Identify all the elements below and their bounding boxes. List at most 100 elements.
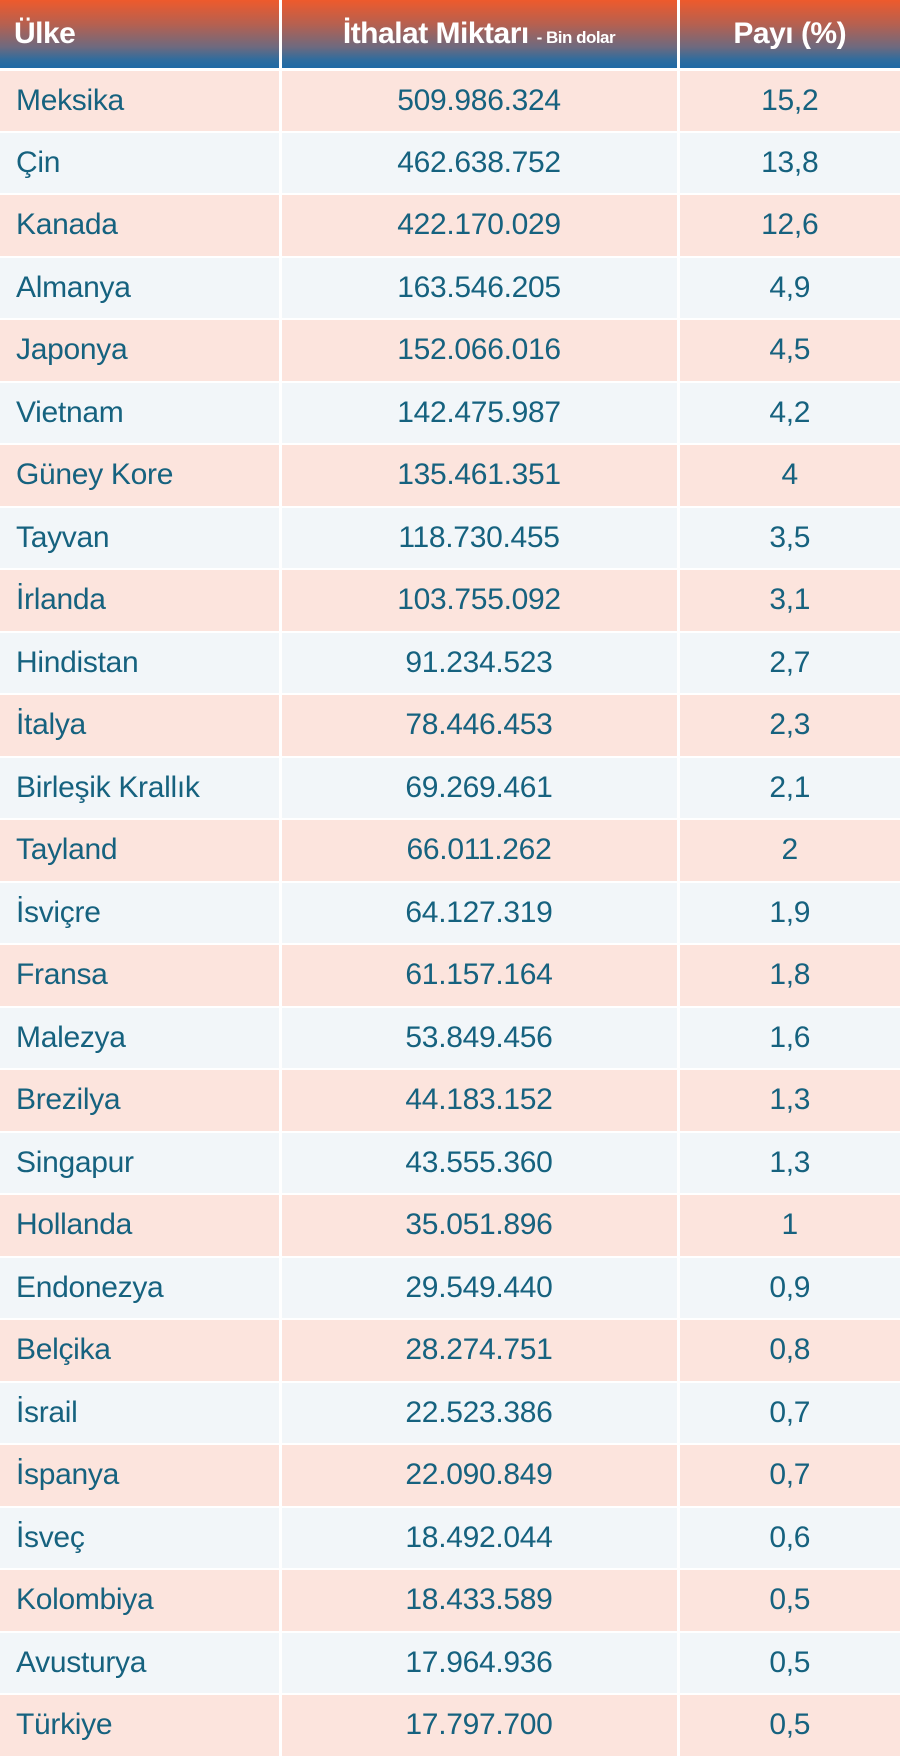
cell-amount: 17.797.700	[280, 1694, 680, 1758]
table-row: Hindistan 91.234.523 2,7	[0, 631, 900, 695]
cell-amount: 43.555.360	[280, 1131, 680, 1195]
table-row: Çin 462.638.752 13,8	[0, 131, 900, 195]
cell-share: 0,8	[678, 1319, 900, 1383]
table-row: Brezilya 44.183.152 1,3	[0, 1069, 900, 1133]
cell-country: Tayvan	[0, 506, 282, 570]
table-row: Güney Kore 135.461.351 4	[0, 444, 900, 508]
table-row: Tayland 66.011.262 2	[0, 819, 900, 883]
cell-amount: 152.066.016	[280, 319, 680, 383]
cell-country: Japonya	[0, 319, 282, 383]
cell-amount: 69.269.461	[280, 756, 680, 820]
table-row: Kanada 422.170.029 12,6	[0, 194, 900, 258]
table-row: Belçika 28.274.751 0,8	[0, 1319, 900, 1383]
cell-country: Brezilya	[0, 1069, 282, 1133]
cell-amount: 44.183.152	[280, 1069, 680, 1133]
header-share: Payı (%)	[678, 0, 900, 71]
cell-country: Avusturya	[0, 1631, 282, 1695]
table-row: Meksika 509.986.324 15,2	[0, 69, 900, 133]
cell-share: 2,7	[678, 631, 900, 695]
cell-share: 1,3	[678, 1131, 900, 1195]
header-amount-unit: - Bin dolar	[536, 27, 616, 47]
table-row: Avusturya 17.964.936 0,5	[0, 1631, 900, 1695]
cell-share: 3,1	[678, 569, 900, 633]
cell-amount: 142.475.987	[280, 381, 680, 445]
table-row: Hollanda 35.051.896 1	[0, 1194, 900, 1258]
cell-amount: 509.986.324	[280, 69, 680, 133]
cell-country: Kanada	[0, 194, 282, 258]
cell-amount: 53.849.456	[280, 1006, 680, 1070]
cell-amount: 18.492.044	[280, 1506, 680, 1570]
cell-amount: 103.755.092	[280, 569, 680, 633]
table-row: İsveç 18.492.044 0,6	[0, 1506, 900, 1570]
table-row: Birleşik Krallık 69.269.461 2,1	[0, 756, 900, 820]
table-row: Kolombiya 18.433.589 0,5	[0, 1569, 900, 1633]
cell-share: 4,2	[678, 381, 900, 445]
cell-country: Hollanda	[0, 1194, 282, 1258]
cell-share: 1,9	[678, 881, 900, 945]
cell-share: 1,8	[678, 944, 900, 1008]
table-row: Almanya 163.546.205 4,9	[0, 256, 900, 320]
cell-amount: 35.051.896	[280, 1194, 680, 1258]
table-row: İsviçre 64.127.319 1,9	[0, 881, 900, 945]
table-row: Vietnam 142.475.987 4,2	[0, 381, 900, 445]
cell-share: 13,8	[678, 131, 900, 195]
cell-country: Hindistan	[0, 631, 282, 695]
cell-amount: 22.090.849	[280, 1444, 680, 1508]
cell-country: İsveç	[0, 1506, 282, 1570]
cell-country: Kolombiya	[0, 1569, 282, 1633]
cell-amount: 66.011.262	[280, 819, 680, 883]
cell-country: Tayland	[0, 819, 282, 883]
table-row: Fransa 61.157.164 1,8	[0, 944, 900, 1008]
cell-share: 3,5	[678, 506, 900, 570]
cell-amount: 28.274.751	[280, 1319, 680, 1383]
table-row: Singapur 43.555.360 1,3	[0, 1131, 900, 1195]
cell-country: Vietnam	[0, 381, 282, 445]
table-row: İspanya 22.090.849 0,7	[0, 1444, 900, 1508]
cell-share: 0,5	[678, 1631, 900, 1695]
cell-country: İspanya	[0, 1444, 282, 1508]
cell-share: 4,5	[678, 319, 900, 383]
table-row: Türkiye 17.797.700 0,5	[0, 1694, 900, 1758]
cell-amount: 18.433.589	[280, 1569, 680, 1633]
cell-country: Meksika	[0, 69, 282, 133]
cell-country: Birleşik Krallık	[0, 756, 282, 820]
table-row: İtalya 78.446.453 2,3	[0, 694, 900, 758]
header-country: Ülke	[0, 0, 282, 71]
cell-country: Endonezya	[0, 1256, 282, 1320]
cell-share: 1,6	[678, 1006, 900, 1070]
cell-country: Çin	[0, 131, 282, 195]
cell-share: 0,5	[678, 1569, 900, 1633]
table-row: Malezya 53.849.456 1,6	[0, 1006, 900, 1070]
cell-country: İsrail	[0, 1381, 282, 1445]
cell-amount: 91.234.523	[280, 631, 680, 695]
cell-country: Türkiye	[0, 1694, 282, 1758]
cell-amount: 135.461.351	[280, 444, 680, 508]
cell-share: 2,3	[678, 694, 900, 758]
cell-share: 0,7	[678, 1381, 900, 1445]
cell-country: Fransa	[0, 944, 282, 1008]
cell-amount: 17.964.936	[280, 1631, 680, 1695]
cell-amount: 422.170.029	[280, 194, 680, 258]
cell-country: Belçika	[0, 1319, 282, 1383]
table-row: İrlanda 103.755.092 3,1	[0, 569, 900, 633]
cell-share: 12,6	[678, 194, 900, 258]
cell-share: 4,9	[678, 256, 900, 320]
table-row: Japonya 152.066.016 4,5	[0, 319, 900, 383]
cell-amount: 22.523.386	[280, 1381, 680, 1445]
cell-amount: 462.638.752	[280, 131, 680, 195]
cell-share: 2,1	[678, 756, 900, 820]
cell-country: Singapur	[0, 1131, 282, 1195]
header-amount-label: İthalat Miktarı	[342, 16, 529, 50]
cell-share: 4	[678, 444, 900, 508]
cell-share: 15,2	[678, 69, 900, 133]
cell-share: 2	[678, 819, 900, 883]
cell-country: Almanya	[0, 256, 282, 320]
cell-share: 0,7	[678, 1444, 900, 1508]
cell-share: 1,3	[678, 1069, 900, 1133]
cell-share: 0,5	[678, 1694, 900, 1758]
cell-share: 0,6	[678, 1506, 900, 1570]
cell-amount: 78.446.453	[280, 694, 680, 758]
cell-share: 1	[678, 1194, 900, 1258]
cell-amount: 29.549.440	[280, 1256, 680, 1320]
